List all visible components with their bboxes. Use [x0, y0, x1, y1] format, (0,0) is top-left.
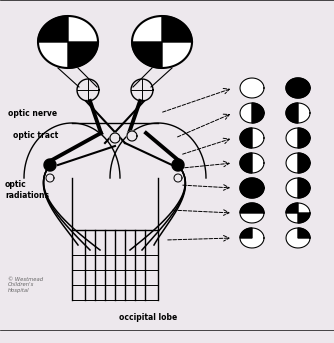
Polygon shape: [286, 178, 310, 198]
Text: optic
radiations: optic radiations: [5, 180, 49, 200]
Polygon shape: [240, 203, 264, 213]
Polygon shape: [132, 42, 162, 68]
Polygon shape: [240, 228, 264, 248]
Polygon shape: [68, 42, 98, 68]
Polygon shape: [298, 153, 310, 173]
Polygon shape: [298, 178, 310, 198]
Polygon shape: [240, 203, 264, 223]
Polygon shape: [44, 159, 56, 171]
Polygon shape: [240, 78, 264, 98]
Polygon shape: [240, 103, 264, 123]
Polygon shape: [240, 128, 252, 148]
Polygon shape: [286, 103, 298, 123]
Polygon shape: [286, 203, 310, 223]
Polygon shape: [240, 228, 252, 238]
Polygon shape: [286, 228, 310, 248]
Polygon shape: [286, 78, 310, 98]
Polygon shape: [240, 178, 264, 198]
Polygon shape: [252, 103, 264, 123]
Polygon shape: [298, 128, 310, 148]
Polygon shape: [174, 174, 182, 182]
Polygon shape: [286, 203, 298, 213]
Polygon shape: [38, 16, 68, 42]
Text: © Westmead
Children's
Hospital: © Westmead Children's Hospital: [8, 277, 43, 293]
Polygon shape: [127, 131, 137, 141]
Polygon shape: [162, 16, 192, 42]
Polygon shape: [240, 178, 264, 198]
Polygon shape: [286, 153, 310, 173]
Text: optic nerve: optic nerve: [8, 108, 57, 118]
Polygon shape: [298, 228, 310, 238]
Polygon shape: [240, 128, 264, 148]
Polygon shape: [172, 159, 184, 171]
Polygon shape: [38, 16, 98, 68]
Polygon shape: [298, 213, 310, 223]
Text: occipital lobe: occipital lobe: [119, 314, 177, 322]
Polygon shape: [46, 174, 54, 182]
Text: optic tract: optic tract: [13, 130, 58, 140]
Polygon shape: [240, 153, 252, 173]
Polygon shape: [286, 128, 310, 148]
Polygon shape: [110, 133, 120, 143]
Polygon shape: [132, 16, 192, 68]
Polygon shape: [240, 153, 264, 173]
Polygon shape: [286, 103, 310, 123]
